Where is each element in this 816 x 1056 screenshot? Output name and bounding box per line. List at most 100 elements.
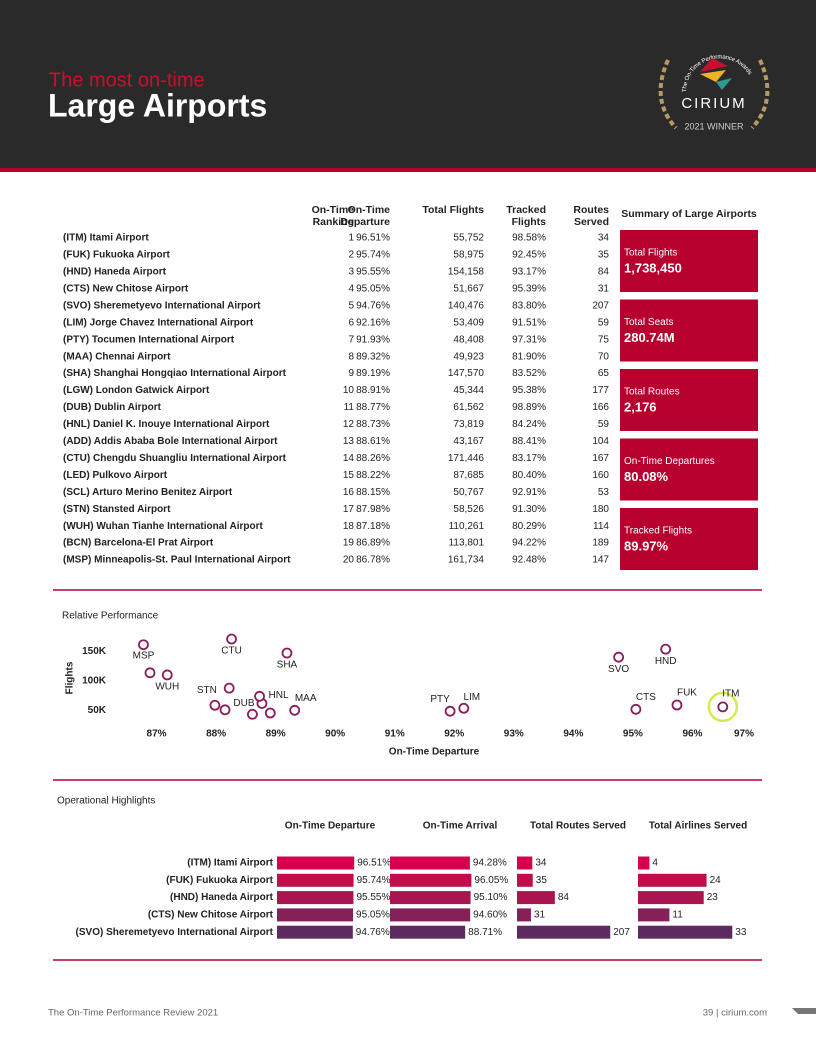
cell: 95.74%: [356, 250, 390, 261]
scatter-point: [264, 707, 276, 719]
cell: 86.78%: [356, 555, 390, 566]
point-label: MAA: [295, 693, 317, 704]
cell: 14: [343, 453, 355, 464]
cell: 94.22%: [512, 538, 546, 549]
cell: 113,801: [449, 538, 485, 549]
cell: 189: [592, 538, 609, 549]
cell: 154,158: [448, 267, 485, 278]
page-tab: [792, 1008, 816, 1014]
cell: 114: [593, 521, 609, 532]
cell: 16: [343, 487, 355, 498]
cell: 34: [598, 233, 610, 244]
cell: 43,167: [453, 436, 484, 447]
badge-brand: CIRIUM: [681, 95, 746, 112]
cell: 140,476: [448, 300, 485, 311]
cell: 91.51%: [512, 317, 546, 328]
column-header: On-Time Ranking: [311, 204, 354, 228]
bar: [390, 856, 470, 870]
bar-value-label: 94.60%: [473, 910, 507, 921]
point-label: ITM: [722, 689, 739, 700]
header-band: [0, 0, 816, 168]
column-header: On-Time Departure: [340, 204, 390, 228]
row-name: (LED) Pulkovo Airport: [63, 470, 168, 481]
bar: [390, 925, 466, 939]
bar-value-label: 35: [536, 875, 548, 886]
bar-value-label: 95.05%: [356, 910, 390, 921]
bar-value-label: 84: [558, 892, 570, 903]
summary-box: [620, 299, 758, 362]
logo-shape: [716, 78, 732, 90]
cell: 9: [348, 368, 354, 379]
cell: 48,408: [453, 334, 484, 345]
bar: [390, 873, 472, 887]
cell: 180: [592, 504, 609, 515]
cell: 58,975: [453, 250, 484, 261]
cell: 73,819: [453, 419, 484, 430]
bar: [638, 925, 733, 939]
cell: 88.61%: [356, 436, 390, 447]
summary-value: 1,738,450: [624, 260, 682, 275]
cell: 58,526: [453, 504, 484, 515]
x-tick-label: 88%: [206, 729, 226, 740]
summary-label: Total Seats: [624, 317, 673, 328]
metric-header: Total Airlines Served: [649, 821, 747, 832]
logo-shape: [700, 70, 726, 82]
cell: 87,685: [453, 470, 484, 481]
bar: [390, 891, 471, 905]
cell: 1: [348, 233, 354, 244]
bar-value-label: 11: [672, 910, 683, 921]
row-name: (ITM) Itami Airport: [63, 233, 149, 244]
cell: 19: [343, 538, 355, 549]
cell: 94.76%: [356, 300, 390, 311]
cell: 31: [598, 283, 610, 294]
bar: [277, 925, 353, 939]
x-tick-label: 97%: [734, 729, 754, 740]
row-name: (DUB) Dublin Airport: [63, 402, 162, 413]
y-tick-label: 150K: [82, 646, 107, 657]
row-name: (BCN) Barcelona-El Prat Airport: [63, 538, 214, 549]
cell: 59: [598, 317, 610, 328]
cell: 8: [348, 351, 354, 362]
cell: 17: [343, 504, 355, 515]
bar-category: (ITM) Itami Airport: [187, 858, 273, 869]
bar-value-label: 95.10%: [474, 892, 508, 903]
bar: [277, 856, 355, 870]
scatter-title: Relative Performance: [62, 611, 159, 622]
cell: 166: [592, 402, 609, 413]
x-axis-label: On-Time Departure: [389, 747, 480, 758]
x-tick-label: 87%: [147, 729, 167, 740]
cell: 93.17%: [512, 267, 546, 278]
summary-title: Summary of Large Airports: [621, 208, 757, 220]
cell: 70: [598, 351, 610, 362]
cell: 95.05%: [356, 283, 390, 294]
cell: 95.39%: [512, 283, 546, 294]
bar-value-label: 4: [652, 858, 658, 869]
bar-category: (HND) Haneda Airport: [170, 892, 274, 903]
scatter-point: [717, 701, 729, 713]
cell: 11: [344, 402, 355, 413]
summary-label: Total Flights: [624, 248, 677, 259]
scatter-point: [144, 667, 156, 679]
summary-box: [620, 438, 758, 501]
point-label: FUK: [677, 688, 697, 699]
summary-label: Tracked Flights: [624, 526, 692, 537]
cell: 59: [598, 419, 610, 430]
cell: 84.24%: [512, 419, 546, 430]
cell: 147,570: [448, 368, 485, 379]
cell: 88.22%: [356, 470, 390, 481]
point-label: WUH: [155, 682, 179, 693]
cell: 98.89%: [512, 402, 546, 413]
cell: 95.38%: [512, 385, 546, 396]
cell: 53: [598, 487, 610, 498]
metric-header: On-Time Departure: [285, 821, 376, 832]
cell: 160: [592, 470, 609, 481]
row-name: (FUK) Fukuoka Airport: [63, 250, 171, 261]
row-name: (STN) Stansted Airport: [63, 504, 171, 515]
bar: [517, 891, 555, 905]
cell: 110,261: [449, 521, 485, 532]
cell: 83.52%: [512, 368, 546, 379]
subtitle: The most on-time: [49, 69, 205, 91]
cell: 89.32%: [356, 351, 390, 362]
cell: 20: [343, 555, 355, 566]
